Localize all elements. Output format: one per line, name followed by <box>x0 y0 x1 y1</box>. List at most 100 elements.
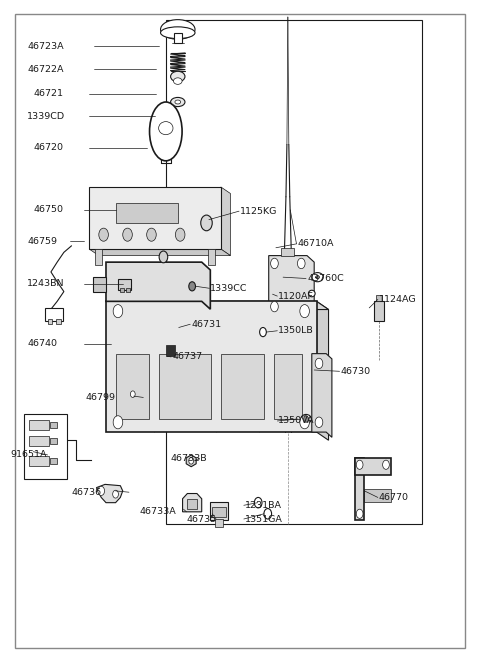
Ellipse shape <box>170 71 185 82</box>
Polygon shape <box>89 187 221 249</box>
Text: 46740: 46740 <box>27 339 57 348</box>
Ellipse shape <box>170 98 185 107</box>
Bar <box>174 33 181 43</box>
Circle shape <box>113 305 123 318</box>
Text: 1231BA: 1231BA <box>245 501 282 510</box>
Circle shape <box>304 416 309 422</box>
Text: 46733B: 46733B <box>170 454 207 462</box>
Bar <box>281 248 294 255</box>
Polygon shape <box>312 354 332 438</box>
Circle shape <box>383 460 389 470</box>
Bar <box>24 414 67 479</box>
Polygon shape <box>96 484 123 502</box>
Circle shape <box>260 328 266 337</box>
Bar <box>50 458 57 464</box>
Polygon shape <box>317 301 328 440</box>
Circle shape <box>264 508 272 519</box>
Ellipse shape <box>150 102 182 161</box>
Text: 43760C: 43760C <box>307 274 344 283</box>
Text: 46735: 46735 <box>186 515 216 523</box>
Circle shape <box>99 228 108 241</box>
Circle shape <box>356 460 363 470</box>
Bar <box>50 422 57 428</box>
Bar <box>48 319 52 324</box>
Bar <box>96 249 102 265</box>
Text: 1350VA: 1350VA <box>278 417 315 426</box>
Text: 46722A: 46722A <box>27 65 63 74</box>
Ellipse shape <box>301 415 312 424</box>
Polygon shape <box>269 255 314 321</box>
Text: 46733A: 46733A <box>140 508 176 516</box>
Text: 46720: 46720 <box>33 143 63 152</box>
Bar <box>376 295 382 301</box>
Polygon shape <box>364 489 391 502</box>
Text: 1124AG: 1124AG <box>379 295 417 304</box>
Text: 46731: 46731 <box>191 320 221 329</box>
Ellipse shape <box>312 272 323 282</box>
Text: 91651A: 91651A <box>10 451 47 459</box>
Bar <box>187 498 197 508</box>
Ellipse shape <box>309 290 315 297</box>
Bar <box>45 308 63 321</box>
Polygon shape <box>106 301 317 432</box>
Circle shape <box>189 282 195 291</box>
Polygon shape <box>355 458 364 520</box>
Circle shape <box>271 258 278 269</box>
Circle shape <box>131 391 135 398</box>
Ellipse shape <box>316 276 320 279</box>
Bar <box>120 288 124 292</box>
Bar <box>50 438 57 445</box>
Text: 46770: 46770 <box>379 493 409 502</box>
Bar <box>29 456 48 466</box>
Polygon shape <box>186 455 196 467</box>
Text: 46710A: 46710A <box>298 239 334 248</box>
Polygon shape <box>106 301 328 310</box>
Bar <box>56 319 60 324</box>
Bar <box>166 345 175 356</box>
Polygon shape <box>106 262 210 309</box>
Circle shape <box>271 301 278 312</box>
Circle shape <box>254 497 262 508</box>
Text: 1120AF: 1120AF <box>278 291 314 301</box>
Bar <box>210 502 228 520</box>
Circle shape <box>113 416 123 429</box>
Ellipse shape <box>160 20 195 39</box>
Circle shape <box>201 215 212 231</box>
Text: 46799: 46799 <box>86 393 116 402</box>
Bar <box>29 420 48 430</box>
Circle shape <box>300 305 310 318</box>
Circle shape <box>147 228 156 241</box>
Bar <box>93 277 106 291</box>
Circle shape <box>159 251 168 263</box>
Polygon shape <box>355 458 391 475</box>
Text: 1339CC: 1339CC <box>210 284 248 293</box>
Bar <box>29 436 48 447</box>
Bar <box>118 279 132 290</box>
Text: 1350LB: 1350LB <box>278 326 314 335</box>
Text: 46759: 46759 <box>27 236 57 246</box>
Text: 46737: 46737 <box>172 352 202 362</box>
Bar <box>374 301 384 321</box>
Text: 46736: 46736 <box>72 488 102 496</box>
Ellipse shape <box>173 78 182 84</box>
Bar <box>274 354 302 419</box>
Circle shape <box>123 228 132 241</box>
Bar <box>158 354 211 419</box>
Circle shape <box>189 458 193 464</box>
Text: 1351GA: 1351GA <box>245 515 283 523</box>
Polygon shape <box>182 493 202 512</box>
Circle shape <box>315 358 323 369</box>
Circle shape <box>298 258 305 269</box>
Bar <box>126 288 130 292</box>
Ellipse shape <box>160 27 195 39</box>
Bar <box>221 354 264 419</box>
Bar <box>212 506 226 517</box>
Bar <box>208 249 215 265</box>
Bar <box>166 20 422 523</box>
Text: 46721: 46721 <box>33 89 63 98</box>
Bar <box>116 203 178 223</box>
Circle shape <box>113 490 119 498</box>
Text: 1339CD: 1339CD <box>27 112 65 121</box>
Circle shape <box>315 417 323 428</box>
Text: 46750: 46750 <box>33 206 63 214</box>
